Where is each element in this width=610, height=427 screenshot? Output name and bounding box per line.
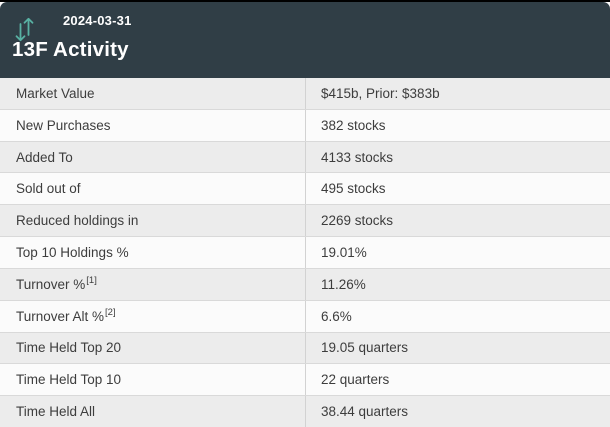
row-label: Market Value bbox=[0, 78, 305, 109]
table-row: Turnover % [1] 11.26% bbox=[0, 267, 610, 300]
row-label: Reduced holdings in bbox=[0, 205, 305, 236]
row-label-text: Added To bbox=[16, 149, 73, 165]
card-title: 13F Activity bbox=[12, 38, 129, 61]
row-value: 4133 stocks bbox=[305, 141, 610, 173]
row-label: Added To bbox=[0, 142, 305, 173]
row-label-text: Time Held Top 20 bbox=[16, 340, 122, 356]
table-row: Time Held Top 10 22 quarters bbox=[0, 363, 610, 396]
row-label-text: Turnover % bbox=[16, 276, 86, 292]
row-value: 495 stocks bbox=[305, 173, 610, 205]
sort-up-down-arrows-icon[interactable] bbox=[14, 16, 36, 43]
row-label: Time Held All bbox=[0, 396, 305, 427]
row-value: 19.05 quarters bbox=[305, 332, 610, 364]
table-row: Added To 4133 stocks bbox=[0, 140, 610, 173]
row-label: Turnover % [1] bbox=[0, 269, 305, 300]
row-value: 38.44 quarters bbox=[305, 396, 610, 427]
row-label-text: Market Value bbox=[16, 85, 95, 101]
table-row: Reduced holdings in 2269 stocks bbox=[0, 204, 610, 237]
table-row: Market Value $415b, Prior: $383b bbox=[0, 78, 610, 109]
report-date: 2024-03-31 bbox=[63, 13, 132, 28]
row-value: 382 stocks bbox=[305, 109, 610, 141]
row-label-text: Time Held All bbox=[16, 404, 96, 420]
table-row: New Purchases 382 stocks bbox=[0, 108, 610, 141]
table-row: Turnover Alt % [2] 6.6% bbox=[0, 299, 610, 332]
footnote-reference: [2] bbox=[105, 306, 116, 318]
row-label-text: Sold out of bbox=[16, 181, 81, 197]
row-label-text: New Purchases bbox=[16, 117, 111, 133]
row-label: New Purchases bbox=[0, 110, 305, 141]
row-value: 19.01% bbox=[305, 237, 610, 268]
row-value: 2269 stocks bbox=[305, 205, 610, 237]
table-row: Top 10 Holdings % 19.01% bbox=[0, 236, 610, 268]
row-value: 22 quarters bbox=[305, 364, 610, 396]
row-label: Time Held Top 20 bbox=[0, 333, 305, 364]
row-label: Time Held Top 10 bbox=[0, 364, 305, 395]
row-label-text: Top 10 Holdings % bbox=[16, 244, 129, 260]
row-value: $415b, Prior: $383b bbox=[305, 78, 610, 109]
card-header: 2024-03-31 13F Activity bbox=[0, 2, 610, 78]
activity-table: Market Value $415b, Prior: $383b New Pur… bbox=[0, 78, 610, 427]
row-label-text: Turnover Alt % bbox=[16, 308, 105, 324]
table-row: Time Held Top 20 19.05 quarters bbox=[0, 331, 610, 364]
row-value: 6.6% bbox=[305, 300, 610, 332]
table-row: Time Held All 38.44 quarters bbox=[0, 395, 610, 427]
row-value: 11.26% bbox=[305, 268, 610, 300]
row-label: Sold out of bbox=[0, 173, 305, 204]
row-label: Top 10 Holdings % bbox=[0, 237, 305, 268]
footnote-reference: [1] bbox=[86, 274, 97, 286]
row-label-text: Time Held Top 10 bbox=[16, 372, 122, 388]
table-row: Sold out of 495 stocks bbox=[0, 172, 610, 205]
row-label: Turnover Alt % [2] bbox=[0, 301, 305, 332]
row-label-text: Reduced holdings in bbox=[16, 213, 139, 229]
